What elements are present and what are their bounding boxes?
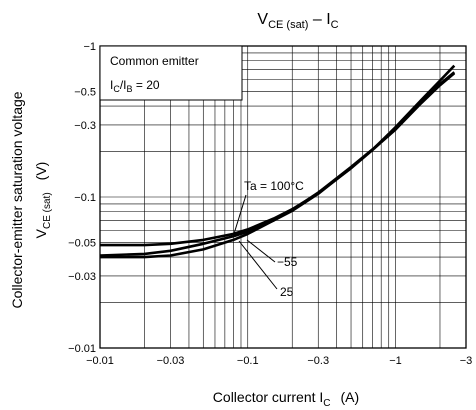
chart-title: VCE (sat) – IC (257, 11, 338, 31)
y-tick-label: −0.01 (68, 343, 96, 355)
y-tick-label: −0.5 (74, 86, 96, 98)
legend-line-1: Common emitter (110, 54, 199, 68)
legend-line-2: IC/IB = 20 (110, 78, 160, 94)
y-tick-label: −0.03 (68, 271, 96, 283)
series-layer (99, 64, 456, 259)
x-tick-label: −0.1 (237, 355, 259, 367)
leader-minus-55 (246, 239, 276, 263)
annotation-25: 25 (280, 285, 294, 299)
annotation-minus-55: −55 (277, 255, 298, 269)
leader-ta-100 (232, 194, 247, 238)
annotation-ta-100: Ta = 100°C (244, 179, 304, 193)
leader-25 (238, 240, 278, 290)
legend: Common emitter IC/IB = 20 (99, 45, 243, 101)
x-tick-label: −3 (460, 355, 473, 367)
y-tick-label: −0.3 (74, 120, 96, 132)
y-tick-label: −1 (83, 41, 96, 53)
series-line-2 (100, 72, 456, 259)
x-tick-label: −1 (389, 355, 402, 367)
x-tick-label: −0.03 (157, 355, 185, 367)
y-axis-symbol: VCE (sat)(V) (33, 162, 53, 239)
y-axis-label: Collector-emitter saturation voltage (9, 91, 25, 308)
x-tick-label: −0.3 (307, 355, 329, 367)
x-tick-label: −0.01 (86, 355, 114, 367)
x-axis-label: Collector current IC (A) (213, 389, 359, 409)
y-tick-label: −0.05 (68, 237, 96, 249)
ticks: −0.01 −0.03 −0.1 −0.3 −1 −3 −1 −0.5 −0.3 −0.1 −0.0… (68, 41, 472, 367)
y-tick-label: −0.1 (74, 192, 96, 204)
plot-frame (99, 45, 467, 349)
legend-box (99, 45, 243, 101)
